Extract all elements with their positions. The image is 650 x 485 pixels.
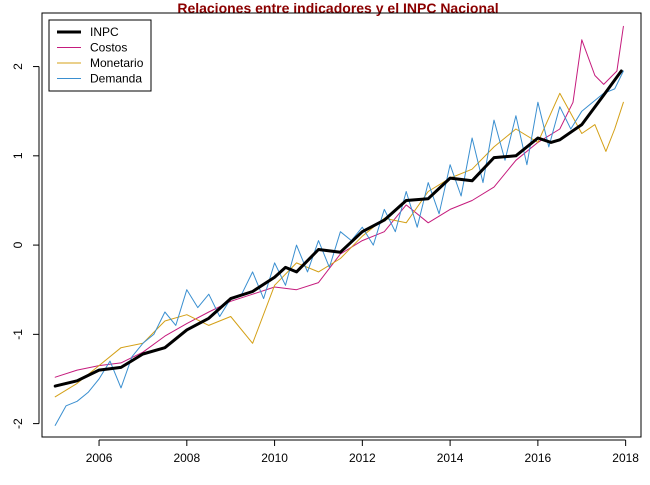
x-tick-label: 2016 xyxy=(525,451,552,465)
x-tick-label: 2012 xyxy=(349,451,376,465)
plot-area-frame xyxy=(41,12,642,438)
legend-label-monetario: Monetario xyxy=(90,56,144,70)
series-line-costos xyxy=(54,25,624,378)
y-tick-label: 2 xyxy=(11,63,25,70)
legend-label-costos: Costos xyxy=(90,41,127,55)
axes: 2006 2008 2010 2012 2014 2016 2018 -2 -1 0 1 2 xyxy=(11,63,639,465)
x-tick-label: 2008 xyxy=(173,451,200,465)
y-tick-label: -1 xyxy=(11,329,25,340)
x-tick-label: 2018 xyxy=(612,451,639,465)
series-line-inpc xyxy=(53,69,623,388)
series-line-demanda xyxy=(54,70,624,426)
y-tick-label: 1 xyxy=(11,152,25,159)
legend-label-demanda: Demanda xyxy=(90,72,142,86)
x-tick-label: 2010 xyxy=(261,451,288,465)
y-tick-label: -2 xyxy=(11,418,25,429)
x-tick-label: 2006 xyxy=(86,451,113,465)
y-tick-label: 0 xyxy=(11,241,25,248)
series-line-monetario xyxy=(54,92,624,398)
legend-label-inpc: INPC xyxy=(90,25,119,39)
x-tick-label: 2014 xyxy=(437,451,464,465)
series-lines xyxy=(53,25,624,426)
chart-title: Relaciones entre indicadores y el INPC N… xyxy=(177,0,498,16)
